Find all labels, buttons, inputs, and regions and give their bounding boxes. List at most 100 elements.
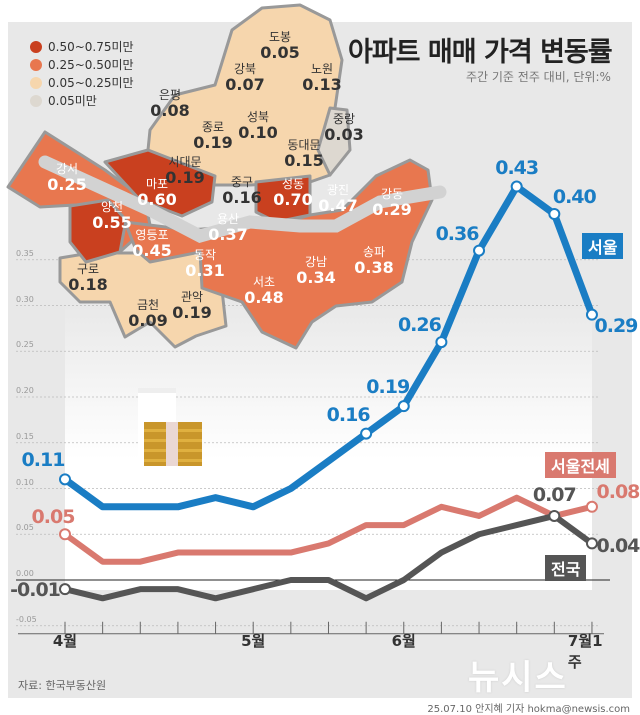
district-17: 영등포 0.45	[132, 228, 171, 259]
district-value: 0.47	[318, 196, 358, 215]
legend-swatch	[30, 40, 42, 53]
district-name: 성동	[281, 177, 305, 191]
y-tick-label: 0.35	[16, 248, 34, 258]
series-line-0	[62, 183, 596, 511]
district-name: 서초	[252, 275, 276, 289]
district-name: 관악	[180, 290, 204, 304]
district-6: 중랑 0.03	[324, 112, 363, 143]
district-value: 0.08	[150, 101, 190, 120]
y-tick-label: 0.00	[16, 569, 34, 578]
district-value: 0.03	[324, 125, 364, 144]
data-label: 0.29	[594, 314, 639, 337]
legend-seoul: 서울	[582, 233, 624, 259]
data-point	[59, 583, 71, 596]
data-point	[510, 180, 523, 193]
district-value: 0.45	[132, 241, 172, 260]
legend-label: 0.25~0.50미만	[48, 58, 134, 72]
data-point	[585, 500, 598, 513]
legend-national: 전국	[545, 555, 587, 581]
district-name: 강남	[304, 255, 328, 269]
district-value: 0.60	[137, 190, 177, 209]
data-label: 0.07	[532, 483, 577, 506]
legend-seoul-jeonse: 서울전세	[545, 452, 616, 478]
data-label: 0.16	[326, 403, 371, 426]
district-value: 0.31	[185, 261, 225, 280]
district-value: 0.15	[284, 151, 324, 170]
legend-swatch	[30, 94, 42, 107]
data-point	[59, 528, 71, 541]
district-name: 양천	[100, 200, 124, 214]
district-value: 0.13	[302, 75, 342, 94]
credit-line: 25.07.10 안지혜 기자 hokma@newsis.com	[427, 704, 630, 715]
district-2: 노원 0.13	[302, 62, 341, 93]
data-point	[585, 308, 598, 321]
district-23: 금천 0.09	[128, 298, 167, 329]
data-label: 0.08	[596, 480, 640, 503]
district-name: 강서	[55, 162, 79, 176]
data-label: 0.40	[552, 186, 597, 208]
x-tick-label: 6월	[391, 632, 416, 650]
legend-swatch	[30, 76, 42, 89]
district-name: 은평	[158, 88, 182, 102]
district-name: 성북	[246, 110, 270, 124]
district-16: 용산 0.37	[208, 212, 247, 243]
district-name: 구로	[76, 262, 100, 276]
district-name: 강북	[233, 62, 257, 76]
data-label: 0.36	[435, 222, 480, 245]
district-22: 서초 0.48	[244, 275, 283, 306]
district-8: 서대문 0.19	[165, 155, 204, 186]
district-name: 서대문	[168, 155, 202, 169]
district-name: 송파	[362, 245, 386, 259]
page-title: 아파트 매매 가격 변동률	[348, 37, 613, 68]
district-19: 구로 0.18	[68, 262, 107, 293]
map-yangcheon	[68, 198, 128, 264]
district-9: 강서 0.25	[47, 162, 86, 193]
data-label: 0.26	[397, 314, 442, 337]
district-value: 0.09	[128, 311, 168, 330]
district-name: 영등포	[135, 228, 169, 242]
data-point	[473, 244, 486, 257]
district-value: 0.37	[208, 225, 248, 244]
building-coins-illustration	[138, 380, 208, 470]
district-value: 0.25	[47, 175, 87, 194]
district-name: 동대문	[287, 138, 321, 152]
district-name: 중구	[230, 175, 254, 189]
y-tick-label: 0.30	[16, 294, 34, 304]
series-line-1	[63, 494, 593, 565]
district-name: 중랑	[332, 112, 356, 126]
district-1: 강북 0.07	[225, 62, 264, 93]
district-value: 0.10	[238, 123, 278, 142]
district-3: 은평 0.08	[150, 88, 189, 119]
district-value: 0.16	[222, 188, 262, 207]
y-tick-label: 0.20	[16, 386, 34, 395]
data-label: 0.05	[31, 506, 76, 529]
han-river	[38, 155, 447, 243]
district-name: 동작	[193, 248, 217, 262]
district-name: 노원	[310, 62, 334, 76]
district-4: 성북 0.10	[238, 110, 277, 141]
district-14: 강동 0.29	[372, 187, 411, 218]
map-jungnang	[316, 106, 352, 177]
district-value: 0.07	[225, 75, 265, 94]
district-15: 양천 0.55	[92, 200, 131, 231]
district-value: 0.19	[165, 168, 205, 187]
district-value: 0.55	[92, 213, 132, 232]
district-10: 마포 0.60	[137, 177, 176, 208]
legend-label: 0.50~0.75미만	[48, 40, 134, 54]
district-value: 0.34	[296, 268, 336, 287]
district-value: 0.29	[372, 200, 412, 219]
series-line-2	[64, 512, 594, 602]
district-name: 강동	[380, 187, 404, 201]
data-point	[397, 400, 410, 413]
district-name: 금천	[136, 298, 160, 312]
map-seongdong	[254, 174, 312, 224]
district-name: 용산	[216, 212, 240, 226]
data-point	[435, 336, 448, 349]
y-tick-label: 0.15	[16, 431, 34, 441]
district-name: 광진	[326, 183, 350, 197]
newsis-logo: 뉴시스	[468, 658, 568, 698]
district-value: 0.48	[244, 288, 284, 307]
data-point	[548, 509, 561, 522]
